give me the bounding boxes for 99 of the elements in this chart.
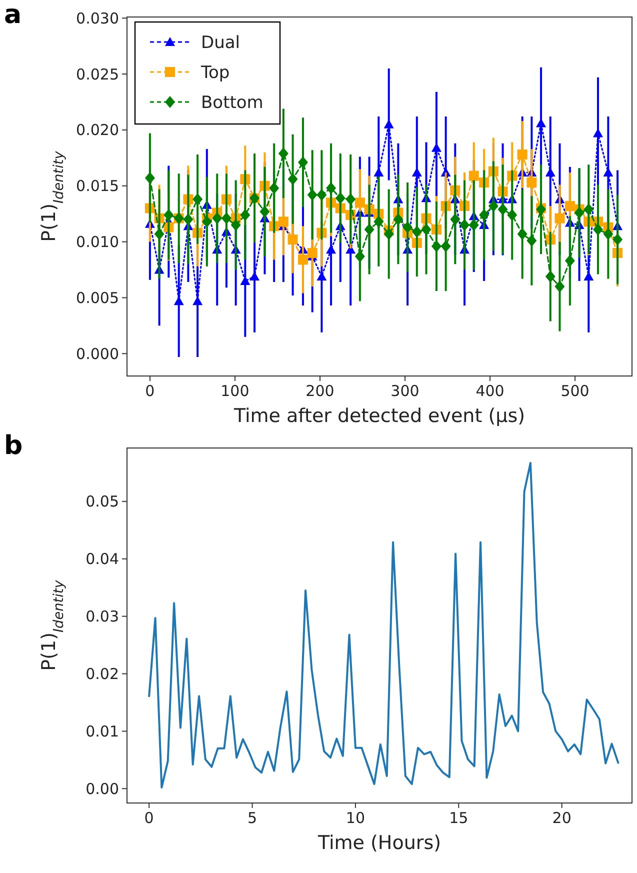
point — [431, 142, 442, 152]
point — [507, 208, 518, 221]
point — [307, 248, 318, 258]
point — [545, 270, 556, 282]
legend-label: Bottom — [201, 92, 264, 113]
point — [526, 178, 537, 188]
point — [612, 234, 623, 246]
point — [278, 147, 288, 160]
point — [450, 213, 460, 226]
point — [335, 192, 346, 204]
point — [154, 228, 164, 240]
point — [584, 203, 594, 216]
point — [564, 201, 575, 212]
point — [488, 200, 498, 212]
point — [440, 240, 451, 252]
x-tick-label: 300 — [390, 382, 420, 400]
point — [354, 198, 365, 208]
point — [393, 213, 404, 226]
point — [316, 271, 327, 280]
x-tick-label: 10 — [346, 809, 366, 827]
y-tick-label: 0.005 — [76, 288, 119, 307]
point — [574, 206, 584, 219]
y-tick-label: 0.020 — [76, 121, 119, 140]
point — [545, 167, 556, 176]
point — [240, 208, 250, 221]
y-tick-label: 0.05 — [86, 492, 119, 511]
y-tick-label: 0.03 — [86, 608, 119, 626]
point — [468, 170, 479, 181]
point — [164, 208, 174, 221]
x-tick-label: 0 — [145, 382, 155, 400]
point — [421, 223, 432, 236]
point — [183, 213, 194, 226]
text: b — [4, 431, 23, 461]
point — [269, 182, 280, 194]
point — [564, 254, 575, 267]
point — [374, 167, 384, 176]
line-series — [148, 462, 620, 788]
point — [603, 228, 614, 240]
point — [260, 206, 270, 218]
point — [592, 223, 603, 236]
point — [517, 150, 528, 160]
point — [144, 172, 155, 184]
x-axis-title: Time (Hours) — [316, 832, 442, 854]
point — [468, 219, 479, 232]
x-tick-label: 200 — [306, 382, 334, 400]
y-tick-label: 0.015 — [76, 177, 119, 196]
point — [326, 244, 336, 254]
point — [202, 216, 212, 228]
point — [174, 296, 184, 306]
point — [554, 280, 565, 293]
x-tick-label: 500 — [560, 382, 590, 400]
point — [298, 254, 308, 265]
x-axis-title: Time after detected event (μs) — [232, 405, 526, 427]
point — [192, 296, 203, 306]
x-tick-label: 20 — [552, 809, 572, 827]
point — [498, 203, 508, 216]
point — [298, 156, 308, 168]
point — [460, 219, 470, 232]
point — [554, 213, 565, 224]
point — [431, 240, 442, 252]
point — [402, 221, 413, 234]
legend-label: Dual — [201, 32, 240, 53]
point — [346, 193, 356, 206]
point — [221, 212, 232, 224]
point — [212, 212, 222, 224]
point — [412, 226, 422, 238]
y-tick-label: 0.00 — [86, 780, 119, 798]
point — [307, 188, 318, 201]
point — [192, 193, 203, 206]
point — [230, 219, 241, 232]
point — [374, 216, 384, 228]
y-tick-label: 0.02 — [86, 665, 119, 683]
point — [517, 228, 528, 240]
point — [354, 250, 365, 262]
y-tick-label: 0.030 — [76, 9, 119, 28]
y-tick-label: 0.04 — [86, 550, 119, 568]
point — [316, 188, 327, 201]
point — [479, 208, 490, 221]
point — [412, 167, 422, 176]
y-tick-label: 0.000 — [76, 344, 119, 363]
legend-label: Top — [200, 62, 230, 83]
point — [384, 119, 394, 128]
point — [526, 234, 537, 247]
point — [326, 182, 336, 194]
text: a — [4, 0, 22, 30]
point — [364, 223, 374, 236]
x-tick-label: 5 — [247, 809, 258, 827]
x-tick-label: 400 — [476, 382, 504, 400]
y-tick-label: 0.010 — [76, 233, 119, 252]
point — [288, 173, 298, 186]
y-tick-label: 0.025 — [76, 65, 119, 84]
x-tick-label: 15 — [449, 809, 468, 827]
y-tick-label: 0.01 — [86, 722, 119, 740]
point — [384, 228, 394, 240]
point — [536, 118, 546, 128]
x-tick-label: 0 — [144, 809, 154, 827]
point — [240, 276, 250, 285]
x-tick-label: 100 — [220, 382, 250, 400]
point — [278, 216, 288, 227]
